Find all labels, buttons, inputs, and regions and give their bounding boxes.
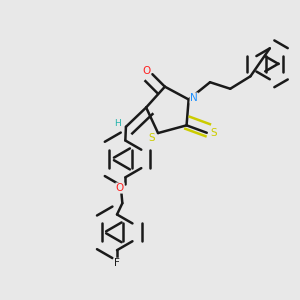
Text: S: S: [211, 128, 217, 138]
Text: F: F: [114, 258, 120, 268]
Text: H: H: [114, 119, 121, 128]
Text: S: S: [148, 133, 155, 143]
Text: N: N: [190, 93, 198, 103]
Text: O: O: [142, 66, 151, 76]
Text: O: O: [116, 183, 124, 193]
